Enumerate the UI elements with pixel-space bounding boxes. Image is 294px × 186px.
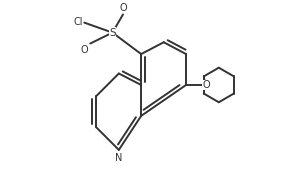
Text: Cl: Cl	[73, 17, 83, 27]
Text: N: N	[115, 153, 123, 163]
Text: O: O	[202, 80, 210, 90]
Text: S: S	[109, 28, 116, 38]
Text: O: O	[81, 45, 88, 55]
Text: O: O	[119, 3, 127, 13]
